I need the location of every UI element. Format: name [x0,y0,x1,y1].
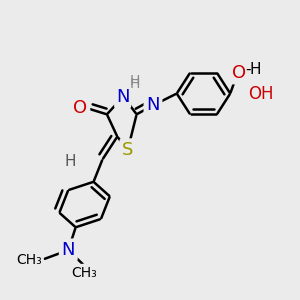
Text: O: O [74,99,88,117]
Text: H: H [130,76,140,91]
Text: N: N [61,241,75,259]
Text: O: O [231,64,245,82]
Text: H: H [129,74,140,88]
Text: S: S [122,141,134,159]
Text: H: H [64,154,76,169]
Text: N: N [116,88,129,106]
Text: OH: OH [248,85,274,103]
Text: CH₃: CH₃ [16,253,41,267]
Text: O: O [232,64,246,82]
Text: H: H [250,62,261,77]
Text: -: - [245,62,250,77]
Text: N: N [146,96,160,114]
Text: CH₃: CH₃ [72,266,98,280]
